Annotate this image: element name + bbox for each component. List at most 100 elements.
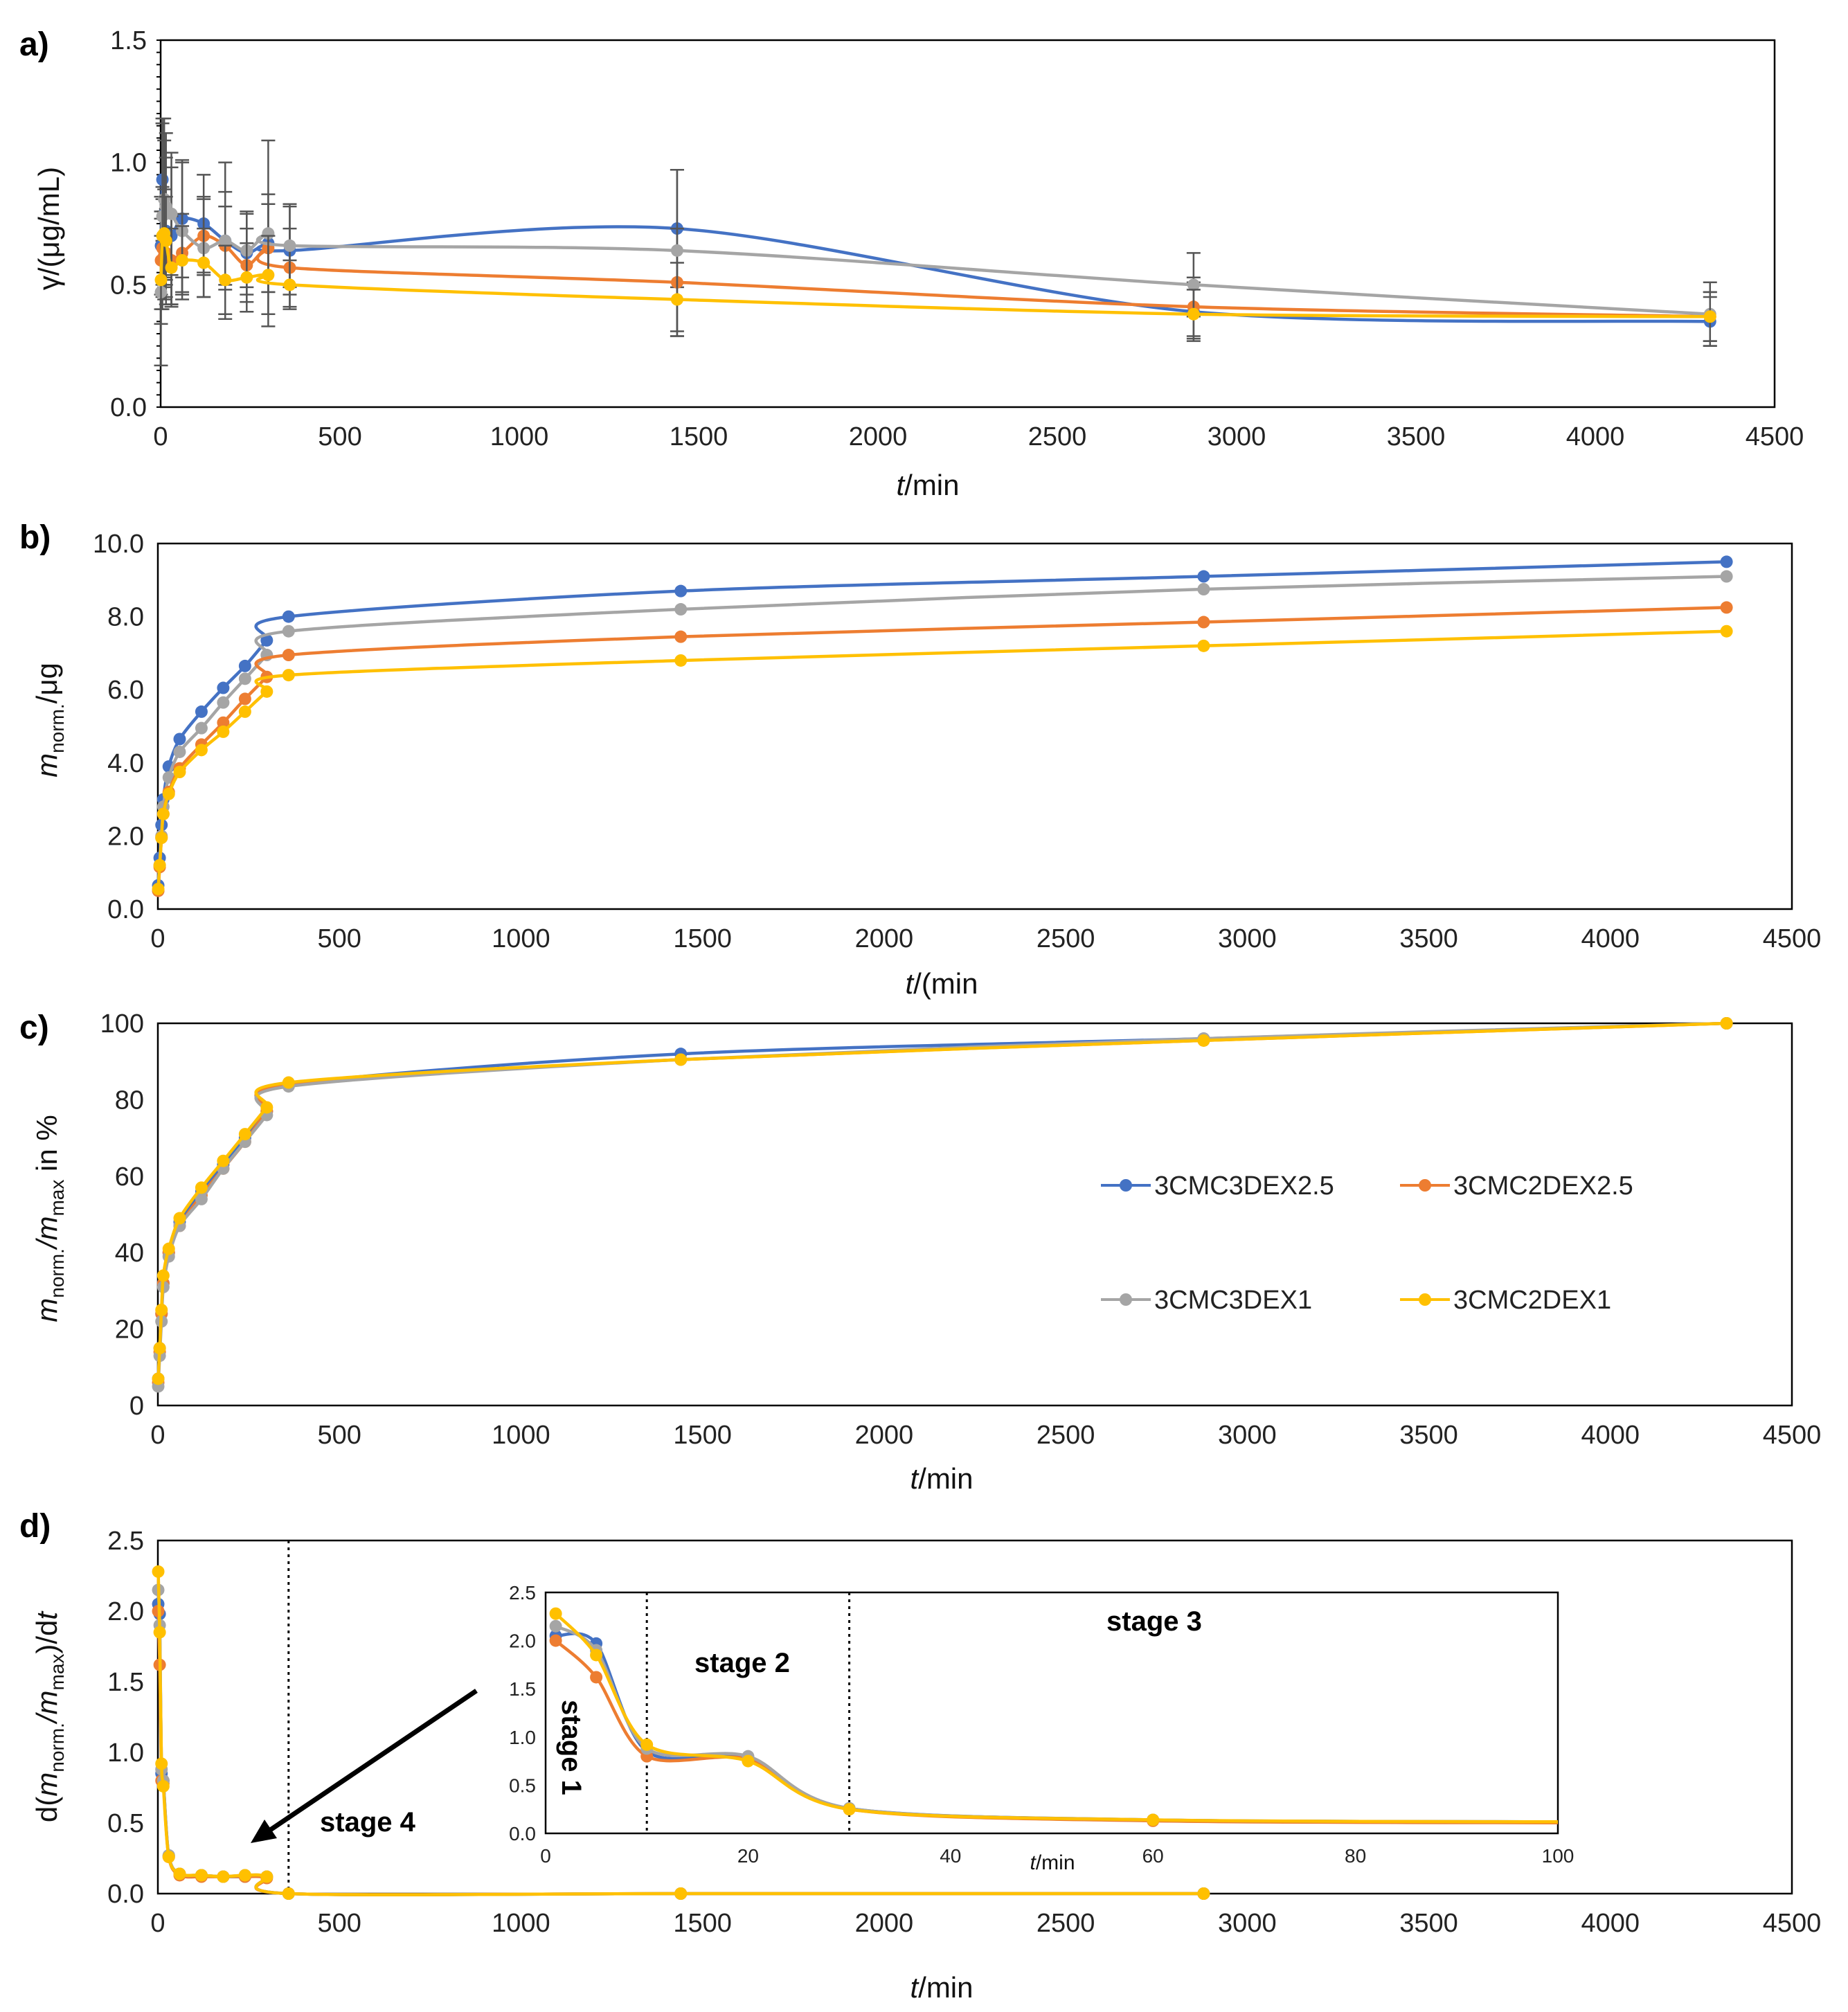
panel-a-point — [670, 293, 683, 306]
inset-point — [843, 1803, 856, 1816]
panel-b-ytick-label: 2.0 — [107, 822, 144, 851]
panel-c-point — [674, 1053, 688, 1066]
panel-c-xtick-label: 2500 — [1037, 1421, 1095, 1450]
panel-b-line-3cmc2dex1 — [156, 629, 1727, 890]
panel-b-series-3cmc3dex2-5 — [152, 555, 1733, 892]
panel-a-xtick-label: 2000 — [849, 422, 908, 451]
legend-item-3cmc3dex1: 3CMC3DEX1 — [1101, 1286, 1312, 1315]
panel-b-point — [1720, 570, 1733, 583]
panel-b-ylabel: mnorm./μg — [30, 663, 68, 778]
panel-b-point — [217, 725, 230, 738]
panel-b-ytick-label: 4.0 — [107, 749, 144, 778]
panel-b-xtick-label: 4000 — [1581, 924, 1640, 953]
inset-point — [640, 1738, 654, 1751]
panel-a-line-3cmc3dex1 — [159, 197, 1710, 316]
panel-c-xtick-label: 1500 — [673, 1421, 732, 1450]
panel-c-frame — [156, 1022, 1793, 1407]
legend-marker — [1120, 1179, 1132, 1192]
panel-c-ytick-label: 100 — [100, 1009, 144, 1039]
inset-xtick-label: 60 — [1142, 1845, 1164, 1867]
panel-d-point — [162, 1850, 175, 1863]
panel-a-point — [1187, 278, 1200, 291]
panel-d-ytick-label: 0.5 — [107, 1809, 144, 1838]
panel-b-point — [1720, 555, 1733, 568]
panel-d-xtick-label: 1500 — [673, 1909, 732, 1938]
panel-c-plot: 0 500 1000 1500 2000 2500 3000 3500 4000 4500 0 20 4… — [100, 1009, 1822, 1450]
panel-a-point — [262, 269, 275, 282]
panel-b-xtick-label: 4500 — [1763, 924, 1822, 953]
panel-a-point — [283, 278, 296, 291]
panel-d-ytick-label: 1.5 — [107, 1668, 144, 1697]
panel-c-xlabel: t/min — [910, 1462, 973, 1495]
panel-b-point — [282, 610, 295, 623]
panel-d-xtick-label: 2500 — [1037, 1909, 1095, 1938]
panel-a-point — [197, 256, 210, 269]
panel-b-point — [1197, 583, 1210, 595]
legend: 3CMC3DEX2.5 3CMC2DEX2.5 3CMC3DEX1 3CMC2D… — [1101, 1171, 1633, 1315]
panel-b-point — [1720, 625, 1733, 638]
panel-b-xtick-label: 3000 — [1218, 924, 1277, 953]
panel-c-ytick-label: 20 — [115, 1315, 144, 1345]
panel-a-xtick-label: 2500 — [1028, 422, 1087, 451]
panel-d-point — [238, 1869, 251, 1882]
panel-c-ytick-label: 80 — [115, 1086, 144, 1115]
panel-b-point — [173, 733, 186, 746]
panel-d-xtick-label: 4000 — [1581, 1909, 1640, 1938]
panel-b-line-3cmc3dex2-5 — [156, 560, 1727, 886]
panel-d-plot: 0 500 1000 1500 2000 2500 3000 3500 4000 45000.00… — [107, 1527, 1821, 1938]
panel-b-point — [1197, 570, 1210, 583]
legend-label: 3CMC2DEX1 — [1453, 1286, 1611, 1315]
panel-b-point — [282, 649, 295, 662]
panel-a-point — [159, 234, 172, 247]
panel-b-point — [217, 681, 230, 694]
panel-b-point — [1720, 601, 1733, 614]
panel-b-point — [674, 584, 688, 598]
panel-c-xtick-label: 1000 — [492, 1421, 550, 1450]
panel-b-point — [238, 659, 251, 672]
inset-xlabel: t/min — [1030, 1851, 1075, 1874]
panel-c-point — [156, 1269, 170, 1282]
legend-marker — [1419, 1293, 1431, 1306]
panel-a-xtick-label: 0 — [153, 422, 168, 451]
panel-label-d: d) — [19, 1508, 51, 1545]
panel-c-point — [1720, 1017, 1733, 1030]
inset-xtick-label: 80 — [1345, 1845, 1366, 1867]
panel-b-point — [153, 859, 166, 872]
panel-b-point — [155, 832, 168, 845]
annotation-arrow-head — [251, 1820, 277, 1843]
panel-a-point — [165, 261, 178, 274]
panel-d-xtick-label: 0 — [150, 1909, 165, 1938]
inset-point — [549, 1607, 562, 1620]
panel-b-line-3cmc3dex1 — [156, 575, 1727, 891]
inset-line-3cmc2dex1 — [554, 1612, 1559, 1824]
panel-b-frame — [156, 542, 1793, 910]
panel-a-point — [283, 239, 296, 252]
panel-d-ytick-label: 2.0 — [107, 1597, 144, 1626]
panel-a-xtick-label: 1500 — [670, 422, 728, 451]
panel-b-point — [674, 630, 688, 643]
panel-label-a: a) — [19, 26, 49, 63]
panel-c-point — [195, 1181, 208, 1194]
stage-4-label: stage 4 — [320, 1807, 416, 1838]
panel-a-xtick-label: 3000 — [1208, 422, 1266, 451]
panel-c-point — [152, 1372, 165, 1385]
panel-d-ytick-label: 0.0 — [107, 1880, 144, 1909]
panel-a-point — [154, 273, 168, 287]
panel-b-point — [238, 692, 251, 706]
panel-a-xtick-label: 3500 — [1387, 422, 1446, 451]
panel-b-point — [217, 716, 230, 729]
panel-d-point — [156, 1779, 170, 1793]
panel-a-xtick-label: 500 — [318, 422, 361, 451]
panel-c-xtick-label: 4500 — [1763, 1421, 1822, 1450]
panel-b-point — [173, 745, 186, 758]
panel-a-series-3cmc2dex1 — [154, 186, 1717, 342]
inset-xtick-label: 0 — [540, 1845, 551, 1867]
inset-xtick-label: 20 — [737, 1845, 759, 1867]
panel-d-point — [260, 1870, 273, 1883]
panel-c-series-3cmc2dex1 — [152, 1017, 1733, 1385]
panel-a-line-3cmc2dex1 — [159, 230, 1710, 318]
panel-b-xtick-label: 2000 — [855, 924, 914, 953]
panel-b-point — [152, 882, 165, 895]
panel-label-b: b) — [19, 519, 51, 556]
legend-item-3cmc2dex1: 3CMC2DEX1 — [1400, 1286, 1611, 1315]
